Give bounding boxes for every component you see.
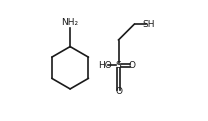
Text: SH: SH — [142, 20, 155, 29]
Text: O: O — [128, 61, 135, 70]
Text: NH₂: NH₂ — [62, 19, 79, 27]
Text: O: O — [115, 87, 122, 96]
Text: S: S — [116, 61, 121, 70]
Text: HO: HO — [98, 61, 112, 70]
